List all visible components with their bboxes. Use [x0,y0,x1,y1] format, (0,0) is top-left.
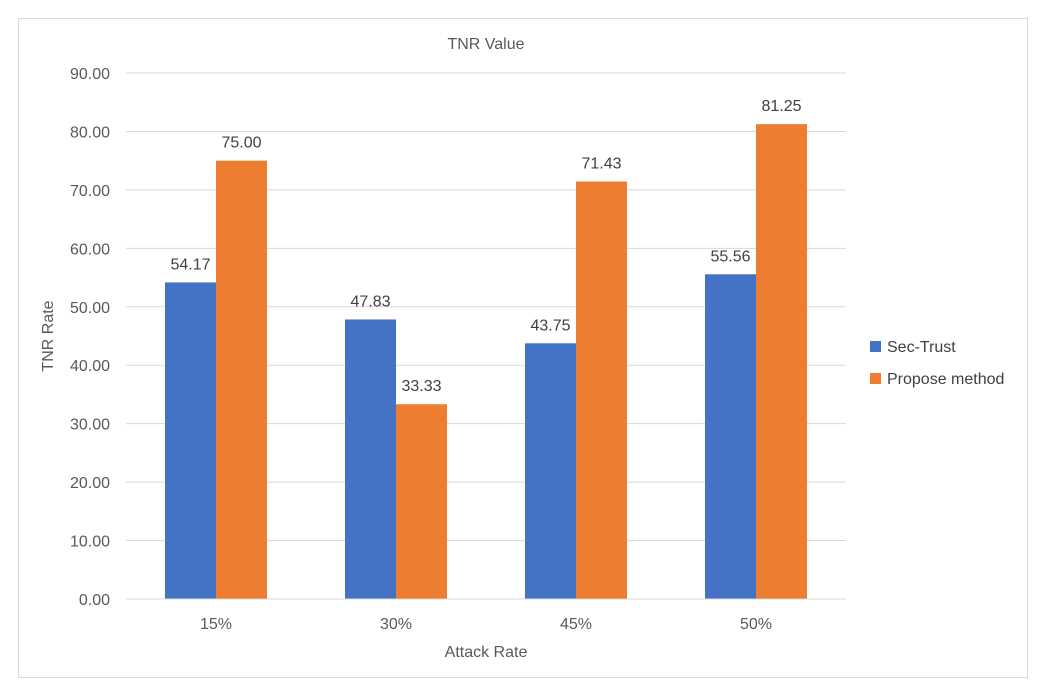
legend: Sec-Trust Propose method [870,339,1004,388]
x-tick-label: 45% [560,616,592,633]
bar [525,343,576,599]
legend-label: Sec-Trust [887,339,956,356]
bar [705,274,756,599]
data-label: 47.83 [350,293,390,310]
data-label: 81.25 [761,98,801,115]
y-tick-label: 90.00 [70,66,110,83]
bars [165,124,807,600]
x-tick-label: 15% [200,616,232,633]
y-tick-label: 0.00 [79,592,110,609]
data-label: 55.56 [710,248,750,265]
y-tick-label: 80.00 [70,124,110,141]
data-label: 75.00 [221,135,261,152]
legend-swatch [870,341,881,352]
data-labels: 54.17 75.00 47.83 33.33 43.75 71.43 55.56 81.25 [170,98,801,395]
bar [165,282,216,599]
y-tick-label: 50.00 [70,300,110,317]
data-label: 33.33 [401,378,441,395]
legend-label: Propose method [887,371,1004,388]
y-axis-label: TNR Rate [40,300,57,371]
bar [216,160,267,599]
x-axis-ticks: 15% 30% 45% 50% [200,616,772,633]
legend-swatch [870,373,881,384]
data-label: 71.43 [581,156,621,173]
bar [756,124,807,599]
y-tick-label: 70.00 [70,183,110,200]
y-tick-label: 10.00 [70,534,110,551]
bar [345,319,396,599]
chart-frame: TNR Value 0.00 10.00 20.00 30.00 40.00 50.00 6… [18,18,1028,678]
data-label: 54.17 [170,256,210,273]
y-tick-label: 60.00 [70,241,110,258]
data-label: 43.75 [530,317,570,334]
chart-title: TNR Value [447,36,524,53]
x-tick-label: 30% [380,616,412,633]
y-tick-label: 20.00 [70,475,110,492]
x-axis-label: Attack Rate [445,644,528,661]
y-tick-label: 40.00 [70,358,110,375]
y-tick-label: 30.00 [70,417,110,434]
bar-chart: TNR Value 0.00 10.00 20.00 30.00 40.00 50.00 6… [40,36,1004,661]
y-axis-ticks: 0.00 10.00 20.00 30.00 40.00 50.00 60.00 70.00 8… [70,66,110,609]
x-tick-label: 50% [740,616,772,633]
bar [576,181,627,600]
bar [396,404,447,599]
